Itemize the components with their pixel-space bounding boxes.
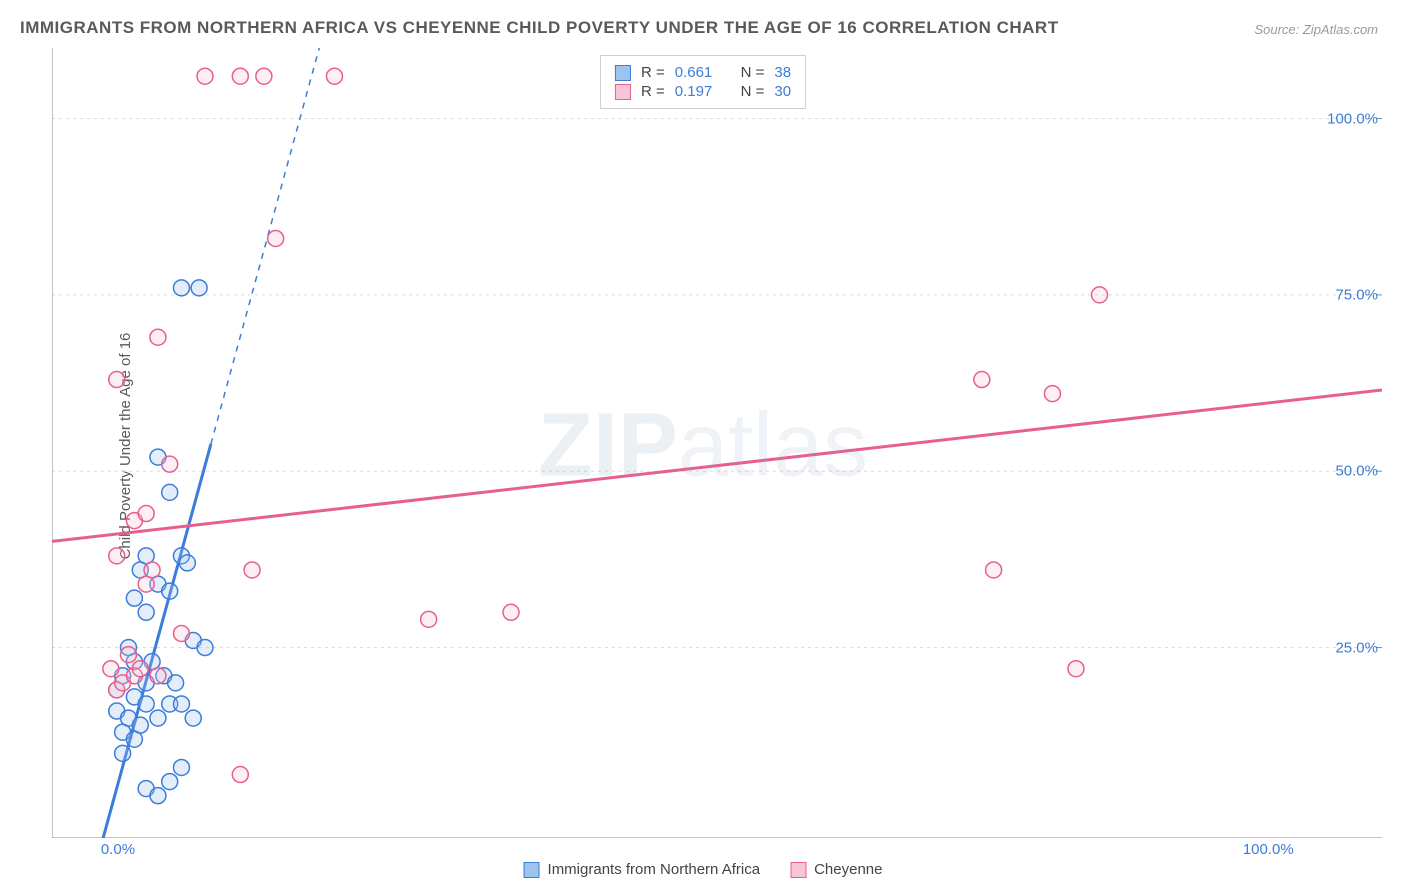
source-label: Source: ZipAtlas.com — [1254, 22, 1378, 37]
legend-series-item: Cheyenne — [790, 861, 882, 878]
legend-swatch — [790, 862, 806, 878]
legend-series-label: Immigrants from Northern Africa — [548, 861, 761, 878]
series-legend: Immigrants from Northern Africa Cheyenne — [524, 861, 883, 878]
scatter-plot — [52, 48, 1382, 838]
legend-n-value: 30 — [774, 83, 791, 100]
legend-r-value: 0.197 — [675, 83, 713, 100]
legend-r-label: R = — [641, 83, 665, 100]
legend-swatch — [524, 862, 540, 878]
correlation-legend: R = 0.661 N = 38 R = 0.197 N = 30 — [600, 55, 806, 109]
y-tick-label: 50.0% — [1335, 463, 1378, 480]
legend-stat-row: R = 0.197 N = 30 — [615, 83, 791, 100]
legend-n-value: 38 — [774, 64, 791, 81]
x-tick-label: 100.0% — [1243, 841, 1294, 858]
x-tick-label: 0.0% — [101, 841, 135, 858]
legend-r-value: 0.661 — [675, 64, 713, 81]
y-tick-label: 100.0% — [1327, 110, 1378, 127]
chart-title: IMMIGRANTS FROM NORTHERN AFRICA VS CHEYE… — [20, 18, 1059, 38]
legend-n-label: N = — [741, 64, 765, 81]
legend-r-label: R = — [641, 64, 665, 81]
legend-swatch — [615, 65, 631, 81]
legend-series-label: Cheyenne — [814, 861, 882, 878]
y-tick-label: 25.0% — [1335, 639, 1378, 656]
legend-series-item: Immigrants from Northern Africa — [524, 861, 761, 878]
legend-swatch — [615, 84, 631, 100]
legend-stat-row: R = 0.661 N = 38 — [615, 64, 791, 81]
y-tick-label: 75.0% — [1335, 286, 1378, 303]
legend-n-label: N = — [741, 83, 765, 100]
